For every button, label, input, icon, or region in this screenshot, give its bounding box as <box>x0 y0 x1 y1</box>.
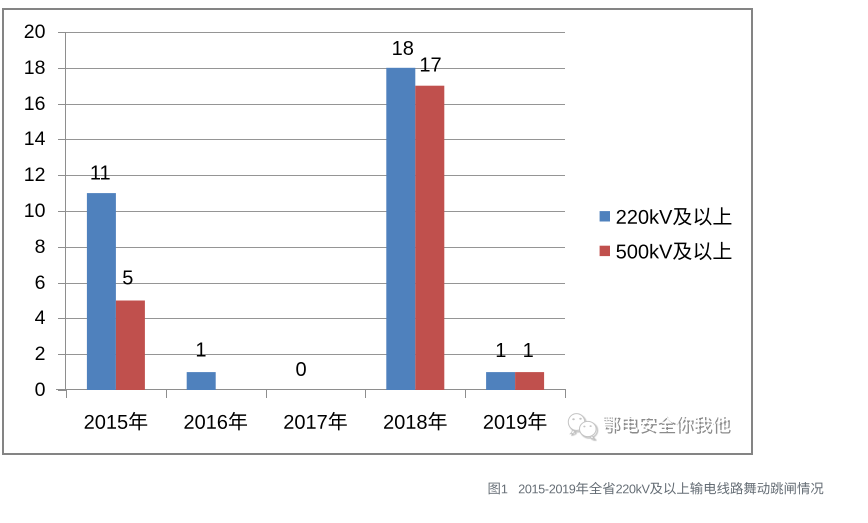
svg-text:11: 11 <box>90 163 111 185</box>
svg-text:12: 12 <box>24 164 46 186</box>
svg-text:8: 8 <box>35 236 46 258</box>
svg-text:1: 1 <box>523 340 534 362</box>
svg-text:20: 20 <box>24 21 46 43</box>
svg-text:2: 2 <box>35 343 46 365</box>
svg-text:5: 5 <box>122 268 133 290</box>
svg-text:0: 0 <box>35 379 46 401</box>
svg-text:4: 4 <box>35 307 46 329</box>
svg-text:18: 18 <box>24 57 46 79</box>
svg-text:16: 16 <box>24 93 46 115</box>
svg-text:10: 10 <box>24 200 46 222</box>
svg-text:14: 14 <box>24 128 46 150</box>
svg-text:1: 1 <box>195 340 206 362</box>
svg-text:18: 18 <box>392 38 414 60</box>
svg-text:1: 1 <box>495 340 506 362</box>
svg-text:6: 6 <box>35 272 46 294</box>
svg-text:0: 0 <box>296 359 307 381</box>
svg-text:17: 17 <box>419 55 441 77</box>
